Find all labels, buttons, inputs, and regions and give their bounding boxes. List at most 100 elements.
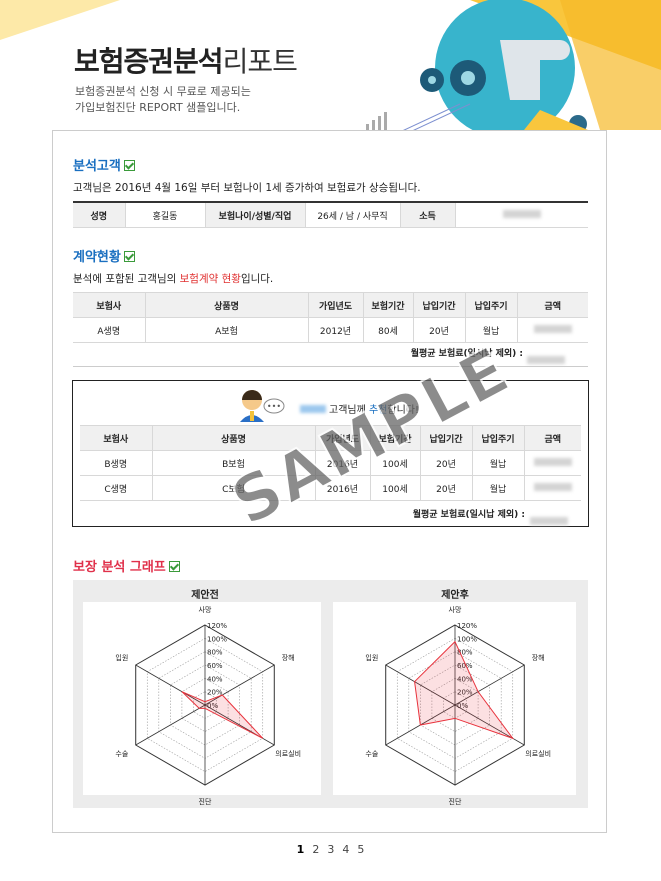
heading-text: 보장 분석 그래프 [73,560,166,575]
header-row: 보험사 상품명 가입년도 보험기간 납입기간 납입주기 금액 [73,292,588,318]
header-cell: 납입주기 [471,425,525,451]
spoke [385,664,456,706]
tick-label: 100% [457,635,477,643]
chart-title: 제안후 [441,588,469,601]
heading-text: 분석고객 [73,159,121,174]
agent-icon: ••• [240,390,285,422]
contract-table: 보험사 상품명 가입년도 보험기간 납입기간 납입주기 금액 A생명 A보험 2012년 80세 20… [73,292,588,343]
tick-label: 40% [207,675,223,683]
page-link[interactable]: 1 [296,843,305,856]
axis-label: 장해 [532,653,545,662]
header-cell: 금액 [516,292,588,318]
table-cell: 2012년 [307,317,364,343]
section-heading: 분석고객 [73,155,135,174]
sentence: 고객님은 2016년 4월 16일 부터 보험나이 1세 증가하여 보험료가 상… [73,182,421,194]
blurred-cell [454,201,588,228]
tick-label: 100% [207,635,227,643]
tick-label: 80% [207,649,223,657]
axis-label: 수술 [115,749,128,758]
tick-label: 80% [457,649,473,657]
total-label: 월평균 보험료(일시납 제외) : [412,510,525,520]
table-row: 성명 홍길동 보험나이/성별/직업 26세 / 남 / 사무직 소득 [73,201,588,228]
table-cell: 80세 [362,317,414,343]
radar-area [414,640,515,740]
tick-label: 20% [207,689,223,697]
axis-label: 의료실비 [525,749,551,758]
axis-label: 진단 [199,797,212,806]
message-highlight: 추천 [368,405,388,416]
spoke [454,664,525,706]
subtitle-line: 가입보험진단 REPORT 샘플입니다. [75,101,241,114]
blurred-value [533,457,572,466]
page-link[interactable]: 5 [357,843,365,856]
axis-label: 입원 [115,653,128,662]
recommend-box [72,380,589,527]
header-cell: 상품명 [151,425,316,451]
axis-label: 의료실비 [275,749,301,758]
blurred-value [533,482,572,491]
header-cell: 납입기간 [419,425,473,451]
section-heading: 계약현황 [73,246,135,265]
page-link[interactable]: 3 [327,843,335,856]
divider [73,366,588,367]
table-cell: 보험나이/성별/직업 [204,201,306,228]
tick-label: 40% [457,675,473,683]
axis-label: 장해 [282,653,295,662]
subtitle-line: 보험증권분석 신청 시 무료로 제공되는 [75,85,251,98]
blurred-value [502,209,541,218]
heading-text: 계약현황 [73,250,121,265]
radar-area [181,691,264,739]
table-cell: 100세 [369,475,421,501]
page-link[interactable]: 2 [312,843,320,856]
axis-label: 사망 [449,605,462,614]
header-cell: 납입주기 [464,292,518,318]
tick-label: 60% [207,662,223,670]
header-cell: 가입년도 [307,292,364,318]
banner-art [0,0,661,135]
message-part: 합니다! [387,405,419,416]
axis-label: 수술 [365,749,378,758]
spoke [135,704,206,746]
table-cell: 홍길동 [124,201,206,228]
page-link[interactable]: 4 [342,843,350,856]
spoke [135,664,206,706]
subtitle: 보험증권분석 신청 시 무료로 제공되는 가입보험진단 REPORT 샘플입니다… [75,84,251,116]
table-cell: C보험 [151,475,316,501]
blurred-cell [523,450,581,476]
table-cell: 20년 [419,475,473,501]
header-cell: 보험사 [80,425,153,451]
sentence: 분석에 포함된 고객님의 보험계약 현황입니다. [73,271,273,286]
svg-text:•••: ••• [267,402,281,411]
title-sub: 리포트 [222,45,298,78]
recommend-message: 고객님께 추천합니다! [300,401,419,416]
table-cell: C생명 [80,475,153,501]
tick-label: 120% [207,622,227,630]
sentence-part: 입니다. [240,273,274,285]
table-cell: 월납 [471,475,525,501]
blurred-amount [530,510,568,529]
spoke [204,664,275,706]
table-cell: 소득 [399,201,456,228]
table-cell: 2016년 [314,475,371,501]
total-label: 월평균 보험료(일시납 제외) : [410,349,523,359]
header-cell: 납입기간 [412,292,466,318]
table-row: B생명 B보험 2016년 100세 20년 월납 [80,450,581,476]
table-cell: A보험 [144,317,309,343]
recommend-table: 보험사 상품명 가입년도 보험기간 납입기간 납입주기 금액 B생명 B보험 2016년 100세 2… [80,425,581,501]
sentence-part: 분석에 포함된 고객님의 [73,273,180,285]
table-row: C생명 C보험 2016년 100세 20년 월납 [80,475,581,501]
tick-label: 0% [457,702,468,710]
sentence-highlight: 보험계약 현황 [179,273,241,285]
section-heading: 보장 분석 그래프 [73,556,180,575]
blurred-cell [516,317,588,343]
header-cell: 금액 [523,425,581,451]
axis-label: 입원 [365,653,378,662]
title-main: 보험증권분석 [74,45,224,78]
header-cell: 보험기간 [362,292,414,318]
axis-label: 진단 [449,797,462,806]
table-cell: 26세 / 남 / 사무직 [304,201,401,228]
customer-table: 성명 홍길동 보험나이/성별/직업 26세 / 남 / 사무직 소득 [73,201,588,228]
